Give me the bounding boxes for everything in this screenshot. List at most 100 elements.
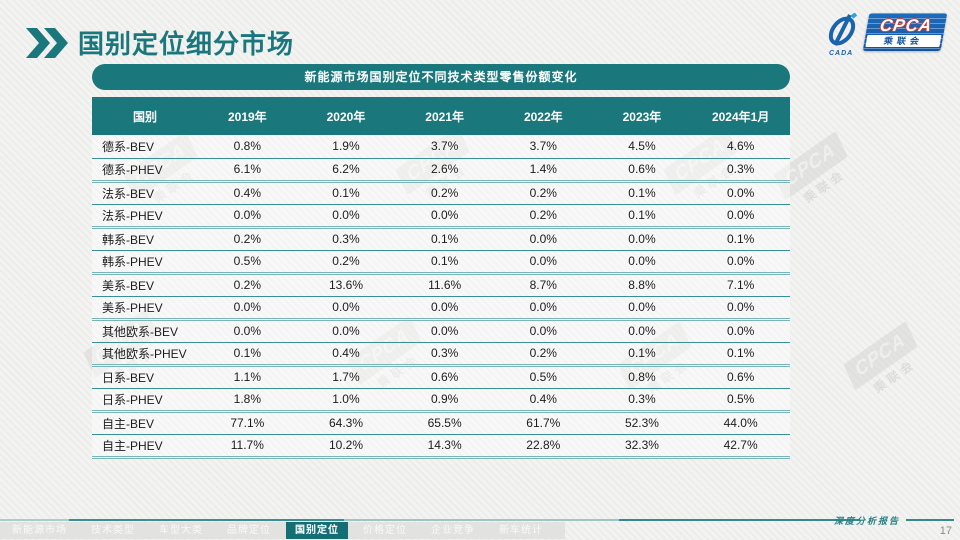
table-row: 其他欧系-BEV 0.0% 0.0% 0.0% 0.0% 0.0% 0.0% (92, 319, 790, 343)
row-label: 日系-BEV (92, 365, 198, 389)
cpca-watermark: CPCA 乘联会 (841, 321, 930, 404)
footer-tab-技术类型[interactable]: 技术类型 (91, 525, 135, 536)
footer-tab-bar: 新能源市场 技术类型 车型大类 品牌定位 国别定位 价格定位 企业竞争 新车统计 (0, 522, 565, 539)
share-value-cell: 0.6% (592, 158, 692, 183)
cada-label: CADA (829, 50, 854, 57)
table-row: 自主-PHEV 11.7% 10.2% 14.3% 22.8% 32.3% 42.7% (92, 434, 790, 459)
share-value-cell: 0.3% (296, 227, 396, 251)
cpca-wordmark: CPCA (878, 16, 934, 35)
share-value-cell: 0.0% (493, 296, 593, 321)
share-value-cell: 0.0% (296, 296, 396, 321)
share-value-cell: 3.7% (493, 135, 593, 159)
share-value-cell: 11.7% (198, 434, 297, 459)
share-value-cell: 0.0% (592, 227, 692, 251)
column-header-year: 2022年 (493, 97, 593, 135)
share-value-cell: 32.3% (592, 434, 692, 459)
share-value-cell: 0.1% (691, 227, 790, 251)
slide-header: 国别定位细分市场 (26, 24, 294, 61)
share-value-cell: 0.5% (493, 365, 593, 389)
double-chevron-icon (26, 27, 68, 58)
share-value-cell: 0.1% (395, 250, 494, 275)
share-value-cell: 52.3% (592, 411, 692, 435)
cpca-cn-label: 乘联会 (865, 35, 942, 47)
share-value-cell: 0.0% (198, 204, 297, 229)
table-title-banner: 新能源市场国别定位不同技术类型零售份额变化 (92, 64, 790, 90)
share-value-cell: 0.2% (198, 227, 297, 251)
footer-tab-国别定位[interactable]: 国别定位 (286, 522, 348, 539)
share-value-cell: 0.0% (691, 204, 790, 229)
share-value-cell: 0.0% (395, 204, 494, 229)
share-value-cell: 7.1% (691, 273, 790, 297)
footer-divider-line (0, 519, 860, 521)
column-header-year: 2023年 (592, 97, 692, 135)
share-value-cell: 0.2% (198, 273, 297, 297)
row-label: 美系-BEV (92, 273, 198, 297)
share-value-cell: 0.1% (691, 342, 790, 367)
share-value-cell: 0.3% (691, 158, 790, 183)
share-value-cell: 4.6% (691, 135, 790, 159)
cpca-logo: CADA CPCA 乘联会 (825, 12, 948, 57)
share-value-cell: 0.3% (395, 342, 494, 367)
share-value-cell: 0.0% (493, 250, 593, 275)
footer-tab-价格定位[interactable]: 价格定位 (363, 525, 407, 536)
share-value-cell: 0.9% (395, 388, 494, 413)
share-value-cell: 65.5% (395, 411, 494, 435)
footer-tab-新能源市场[interactable]: 新能源市场 (12, 525, 67, 536)
footer-tab-企业竞争[interactable]: 企业竞争 (431, 525, 475, 536)
share-value-cell: 0.0% (691, 296, 790, 321)
share-value-cell: 3.7% (395, 135, 494, 159)
table-row: 韩系-PHEV 0.5% 0.2% 0.1% 0.0% 0.0% 0.0% (92, 250, 790, 275)
footer-note: 深度分析报告 (833, 517, 900, 527)
share-value-cell: 8.7% (493, 273, 593, 297)
table-row: 德系-PHEV 6.1% 6.2% 2.6% 1.4% 0.6% 0.3% (92, 158, 790, 183)
table-row: 美系-PHEV 0.0% 0.0% 0.0% 0.0% 0.0% 0.0% (92, 296, 790, 321)
share-value-cell: 0.1% (592, 204, 692, 229)
share-value-cell: 42.7% (691, 434, 790, 459)
row-label: 韩系-BEV (92, 227, 198, 251)
share-value-cell: 0.0% (691, 181, 790, 205)
share-value-cell: 1.0% (296, 388, 396, 413)
share-value-cell: 0.4% (493, 388, 593, 413)
footer-tab-品牌定位[interactable]: 品牌定位 (227, 525, 271, 536)
row-label: 自主-PHEV (92, 434, 198, 459)
share-value-cell: 0.1% (198, 342, 297, 367)
share-value-cell: 13.6% (296, 273, 396, 297)
table-row: 自主-BEV 77.1% 64.3% 65.5% 61.7% 52.3% 44.0% (92, 411, 790, 435)
row-label: 自主-BEV (92, 411, 198, 435)
footer-tab-车型大类[interactable]: 车型大类 (159, 525, 203, 536)
table-row: 美系-BEV 0.2% 13.6% 11.6% 8.7% 8.8% 7.1% (92, 273, 790, 297)
share-value-cell: 14.3% (395, 434, 494, 459)
footer-tab-新车统计[interactable]: 新车统计 (499, 525, 543, 536)
row-label: 德系-BEV (92, 135, 198, 159)
table-row: 日系-BEV 1.1% 1.7% 0.6% 0.5% 0.8% 0.6% (92, 365, 790, 389)
share-value-cell: 10.2% (296, 434, 396, 459)
share-value-cell: 0.0% (493, 319, 593, 343)
column-header-year: 2021年 (395, 97, 494, 135)
share-value-cell: 0.0% (395, 296, 494, 321)
share-value-cell: 64.3% (296, 411, 396, 435)
share-value-cell: 0.0% (691, 250, 790, 275)
share-value-cell: 44.0% (691, 411, 790, 435)
share-value-cell: 0.2% (296, 250, 396, 275)
footer-divider-line-right (906, 519, 954, 521)
column-header-year: 2019年 (198, 97, 297, 135)
share-value-cell: 0.5% (198, 250, 297, 275)
share-value-cell: 0.1% (395, 227, 494, 251)
table-header: 国别 2019年 2020年 2021年 2022年 2023年 2024年1月 (92, 97, 790, 135)
row-label: 法系-PHEV (92, 204, 198, 229)
share-value-cell: 0.0% (592, 296, 692, 321)
share-value-cell: 0.0% (296, 204, 396, 229)
share-value-cell: 0.8% (198, 135, 297, 159)
share-value-cell: 0.4% (296, 342, 396, 367)
cpca-logo-box: CPCA 乘联会 (862, 13, 948, 51)
share-value-cell: 8.8% (592, 273, 692, 297)
share-value-cell: 1.9% (296, 135, 396, 159)
row-label: 其他欧系-PHEV (92, 342, 198, 367)
share-value-cell: 22.8% (493, 434, 593, 459)
row-label: 其他欧系-BEV (92, 319, 198, 343)
share-value-cell: 0.1% (592, 181, 692, 205)
share-value-cell: 0.6% (395, 365, 494, 389)
share-value-cell: 77.1% (198, 411, 297, 435)
share-value-cell: 0.0% (198, 319, 297, 343)
share-value-cell: 0.1% (592, 342, 692, 367)
